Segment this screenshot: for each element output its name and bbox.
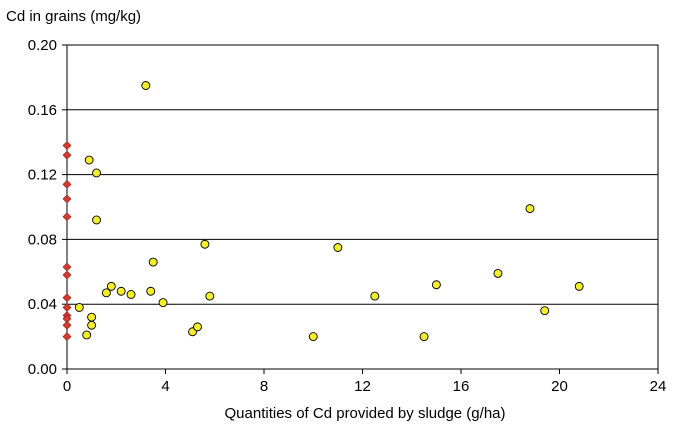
circle-point <box>82 330 92 340</box>
circle-point <box>106 281 116 291</box>
circle-point <box>126 290 136 299</box>
circle-point <box>148 257 158 267</box>
x-tick-label: 8 <box>260 378 268 395</box>
circle-point <box>370 291 380 301</box>
circle-point <box>74 302 84 312</box>
diamond-point <box>62 320 72 330</box>
circle-point <box>158 298 168 308</box>
plot-area-border <box>66 44 659 370</box>
diamond-point <box>62 262 72 272</box>
circle-point <box>540 306 550 316</box>
y-tick-label: 0.04 <box>28 296 57 313</box>
circle-point <box>116 286 126 296</box>
y-tick-label: 0.12 <box>28 167 57 184</box>
y-tick-label: 0.16 <box>28 102 57 119</box>
x-tick-label: 0 <box>63 378 71 395</box>
y-tick-label: 0.00 <box>28 361 57 378</box>
diamond-point <box>62 212 72 222</box>
x-tick-label: 20 <box>551 378 568 395</box>
circle-point <box>101 288 111 298</box>
y-tick-label: 0.08 <box>28 231 57 248</box>
circle-point <box>308 332 318 342</box>
circle-point <box>193 322 202 332</box>
circle-point <box>84 155 94 165</box>
diamond-point <box>62 270 72 280</box>
circle-point <box>493 268 503 278</box>
x-axis-label: Quantities of Cd provided by sludge (g/h… <box>225 405 506 422</box>
gridlines <box>66 44 659 370</box>
circle-point <box>431 280 441 290</box>
y-axis-label: Cd in grains (mg/kg) <box>6 8 141 25</box>
circle-point <box>146 286 156 296</box>
diamond-point <box>62 194 72 204</box>
data-points <box>62 81 584 342</box>
diamond-point <box>62 179 72 189</box>
x-tick-label: 4 <box>161 378 169 395</box>
diamond-point <box>62 141 72 150</box>
x-tick-label: 24 <box>650 378 667 395</box>
x-tick-label: 16 <box>453 378 470 395</box>
circle-point <box>87 312 97 322</box>
circle-point <box>200 239 210 249</box>
circle-point <box>87 320 97 330</box>
circle-point <box>141 81 151 90</box>
circle-point <box>525 204 535 214</box>
diamond-point <box>62 150 72 160</box>
circle-point <box>92 168 102 178</box>
circle-point <box>92 215 102 225</box>
axis-ticks: 0.00 0.04 0.08 0.12 0.16 0.20 0 4 8 12 16 20 24 <box>28 37 667 395</box>
x-tick-label: 12 <box>354 378 371 395</box>
y-tick-label: 0.20 <box>28 37 57 54</box>
circle-point <box>205 291 215 301</box>
circle-point <box>333 243 343 252</box>
circle-point <box>574 281 584 291</box>
circle-point <box>419 332 429 342</box>
diamond-point <box>62 293 72 303</box>
diamond-point <box>62 332 72 342</box>
